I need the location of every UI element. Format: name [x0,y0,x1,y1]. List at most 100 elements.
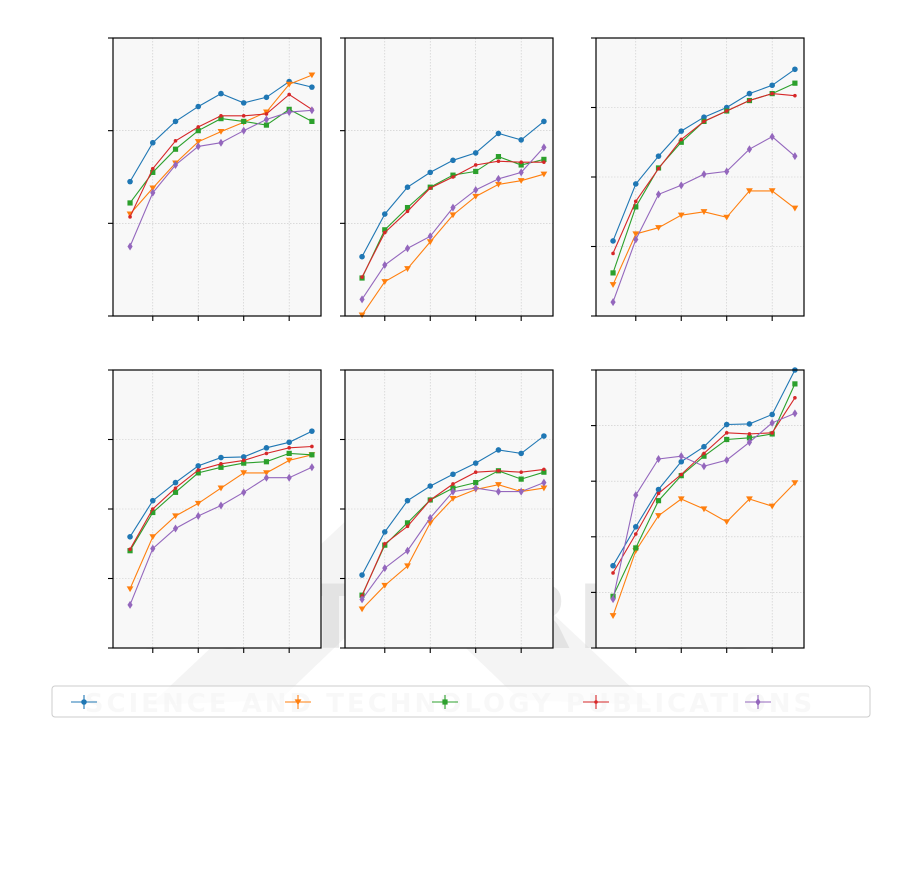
data-point [655,513,662,519]
data-point [747,98,752,103]
data-point [770,91,774,96]
data-point [382,564,388,573]
data-point [542,467,546,472]
data-point [632,523,639,530]
data-point [218,454,224,461]
data-point [610,595,616,604]
data-point [611,251,615,256]
legend-entry-3 [432,695,458,709]
data-point [701,170,707,179]
data-point [195,128,201,134]
data-point [404,546,411,555]
data-point [702,451,706,456]
data-point [196,125,201,129]
data-point [150,188,156,197]
plot-background [113,38,321,316]
data-point [702,119,706,124]
data-point [309,106,315,115]
data-point [172,118,179,125]
data-point [150,509,156,516]
data-point [449,212,457,219]
data-point [473,185,479,194]
legend-entry-5 [745,695,771,709]
data-point [724,436,730,443]
data-point [450,172,456,178]
data-point [495,181,502,188]
series-5 [127,463,315,609]
data-point [194,500,202,507]
data-point [218,90,224,97]
axis-ticks [340,37,522,321]
data-point [633,199,638,204]
data-point [792,152,798,161]
data-point [518,476,524,482]
data-point [495,174,502,183]
data-point [285,81,293,88]
data-point [359,295,365,304]
data-point [426,520,434,527]
data-point [218,501,224,510]
data-point [219,114,223,118]
data-point [149,497,156,504]
data-point [149,534,157,540]
legend-entry-2 [285,695,311,709]
data-point [263,122,270,128]
data-point [655,153,662,159]
data-point [746,421,753,427]
data-point [677,212,685,219]
data-point [241,460,247,466]
series-4 [128,92,314,219]
data-point [287,446,291,450]
data-point [518,450,524,457]
series-5 [359,478,547,604]
data-point [472,460,479,466]
data-point [263,115,270,124]
data-point [793,93,797,98]
data-point [263,459,270,465]
data-point [519,470,523,474]
data-point [286,108,292,117]
data-point [150,507,155,511]
plot-frame [595,369,805,649]
legend-marker [755,698,761,706]
data-point [382,261,388,270]
gridlines [345,37,553,317]
data-point [633,235,639,244]
data-point [768,503,776,510]
data-point [678,458,685,465]
data-point [263,473,270,482]
data-point [678,452,684,461]
data-point [172,489,179,495]
legend [51,685,871,718]
series-2 [358,171,548,319]
data-point [360,275,364,279]
data-point [427,232,433,241]
data-point [240,454,247,460]
data-point [309,118,315,124]
data-point [127,534,133,540]
data-point [472,193,480,200]
data-point [381,529,388,535]
series-5 [359,143,547,304]
data-point [194,139,202,145]
plot-frame [344,37,554,317]
data-point [517,178,525,184]
data-point [701,453,707,459]
data-point [473,163,478,167]
data-point [195,142,201,151]
data-point [768,188,776,195]
data-point [218,116,224,122]
series-4 [611,396,797,575]
data-point [792,409,798,418]
data-point [679,472,684,477]
data-point [405,524,410,529]
data-point [496,159,501,164]
data-point [633,204,639,210]
data-point [382,230,387,235]
data-point [381,279,389,285]
series-4 [360,159,546,279]
data-point [195,511,201,520]
data-point [428,498,433,502]
data-point [219,462,223,466]
data-point [793,396,797,400]
